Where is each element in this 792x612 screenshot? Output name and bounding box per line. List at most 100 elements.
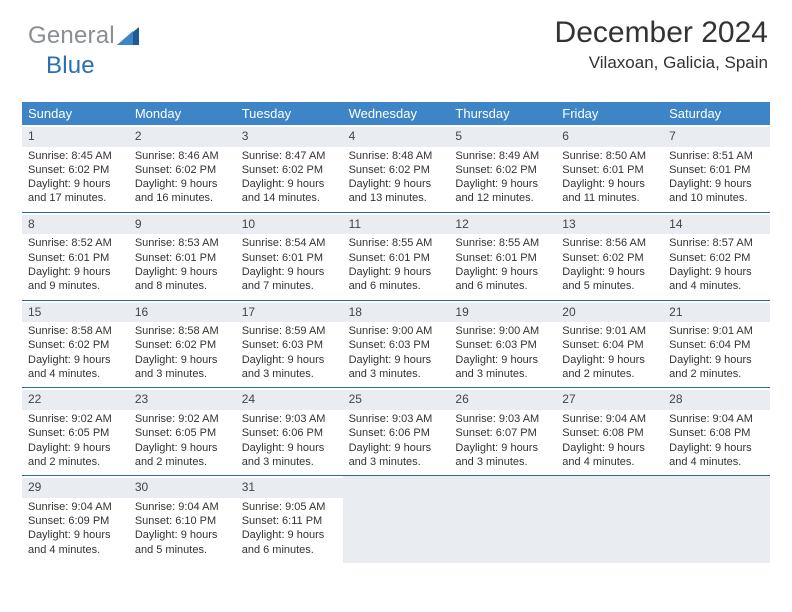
day-number: 26 [449, 390, 556, 410]
day-cell: 21Sunrise: 9:01 AMSunset: 6:04 PMDayligh… [663, 301, 770, 388]
logo-text: General Blue [28, 22, 139, 79]
day-number: 19 [449, 303, 556, 323]
weekday-label: Wednesday [343, 102, 450, 125]
day-sunset: Sunset: 6:09 PM [28, 514, 123, 528]
day-cell: 16Sunrise: 8:58 AMSunset: 6:02 PMDayligh… [129, 301, 236, 388]
day-number: 15 [22, 303, 129, 323]
day-cell: 17Sunrise: 8:59 AMSunset: 6:03 PMDayligh… [236, 301, 343, 388]
day-number: 14 [663, 215, 770, 235]
day-sunrise: Sunrise: 9:03 AM [242, 412, 337, 426]
day-cell: 15Sunrise: 8:58 AMSunset: 6:02 PMDayligh… [22, 301, 129, 388]
day-day2: and 13 minutes. [349, 191, 444, 205]
week-row: 22Sunrise: 9:02 AMSunset: 6:05 PMDayligh… [22, 388, 770, 476]
day-sunrise: Sunrise: 9:05 AM [242, 500, 337, 514]
day-sunrise: Sunrise: 9:00 AM [349, 324, 444, 338]
day-sunset: Sunset: 6:01 PM [28, 251, 123, 265]
day-cell: 3Sunrise: 8:47 AMSunset: 6:02 PMDaylight… [236, 125, 343, 212]
day-number: 25 [343, 390, 450, 410]
day-number: 23 [129, 390, 236, 410]
day-cell-empty [556, 476, 663, 563]
day-cell: 14Sunrise: 8:57 AMSunset: 6:02 PMDayligh… [663, 213, 770, 300]
day-day1: Daylight: 9 hours [349, 177, 444, 191]
day-day2: and 2 minutes. [562, 367, 657, 381]
day-cell: 31Sunrise: 9:05 AMSunset: 6:11 PMDayligh… [236, 476, 343, 563]
day-number: 8 [22, 215, 129, 235]
day-number: 27 [556, 390, 663, 410]
day-sunrise: Sunrise: 8:47 AM [242, 149, 337, 163]
weekday-label: Sunday [22, 102, 129, 125]
day-day2: and 3 minutes. [349, 367, 444, 381]
day-sunset: Sunset: 6:06 PM [349, 426, 444, 440]
day-sunrise: Sunrise: 8:54 AM [242, 236, 337, 250]
day-day2: and 5 minutes. [562, 279, 657, 293]
day-cell: 10Sunrise: 8:54 AMSunset: 6:01 PMDayligh… [236, 213, 343, 300]
day-sunset: Sunset: 6:03 PM [455, 338, 550, 352]
week-row: 29Sunrise: 9:04 AMSunset: 6:09 PMDayligh… [22, 476, 770, 563]
day-number: 6 [556, 127, 663, 147]
day-sunset: Sunset: 6:04 PM [669, 338, 764, 352]
day-sunset: Sunset: 6:03 PM [242, 338, 337, 352]
day-sunset: Sunset: 6:01 PM [242, 251, 337, 265]
day-day2: and 3 minutes. [455, 367, 550, 381]
day-day1: Daylight: 9 hours [349, 353, 444, 367]
day-sunset: Sunset: 6:02 PM [28, 338, 123, 352]
day-sunrise: Sunrise: 8:58 AM [28, 324, 123, 338]
day-sunset: Sunset: 6:02 PM [28, 163, 123, 177]
weeks-container: 1Sunrise: 8:45 AMSunset: 6:02 PMDaylight… [22, 125, 770, 563]
logo-triangle-icon [117, 24, 139, 52]
day-day1: Daylight: 9 hours [669, 353, 764, 367]
day-sunrise: Sunrise: 8:55 AM [455, 236, 550, 250]
day-day1: Daylight: 9 hours [669, 441, 764, 455]
day-sunrise: Sunrise: 8:46 AM [135, 149, 230, 163]
weekday-label: Friday [556, 102, 663, 125]
day-sunset: Sunset: 6:02 PM [669, 251, 764, 265]
day-day2: and 3 minutes. [455, 455, 550, 469]
day-number: 11 [343, 215, 450, 235]
day-day1: Daylight: 9 hours [135, 528, 230, 542]
day-day1: Daylight: 9 hours [28, 177, 123, 191]
day-day2: and 14 minutes. [242, 191, 337, 205]
day-sunrise: Sunrise: 9:04 AM [669, 412, 764, 426]
day-number: 20 [556, 303, 663, 323]
day-day2: and 2 minutes. [135, 455, 230, 469]
day-number: 1 [22, 127, 129, 147]
day-sunset: Sunset: 6:01 PM [562, 163, 657, 177]
day-sunrise: Sunrise: 9:04 AM [28, 500, 123, 514]
day-number: 30 [129, 478, 236, 498]
location: Vilaxoan, Galicia, Spain [555, 53, 768, 73]
day-cell-empty [663, 476, 770, 563]
day-day2: and 4 minutes. [28, 367, 123, 381]
week-row: 1Sunrise: 8:45 AMSunset: 6:02 PMDaylight… [22, 125, 770, 213]
day-cell: 4Sunrise: 8:48 AMSunset: 6:02 PMDaylight… [343, 125, 450, 212]
day-day1: Daylight: 9 hours [242, 528, 337, 542]
day-day2: and 6 minutes. [455, 279, 550, 293]
day-cell: 19Sunrise: 9:00 AMSunset: 6:03 PMDayligh… [449, 301, 556, 388]
day-sunset: Sunset: 6:04 PM [562, 338, 657, 352]
day-day1: Daylight: 9 hours [28, 528, 123, 542]
day-number: 18 [343, 303, 450, 323]
day-day1: Daylight: 9 hours [455, 441, 550, 455]
day-number: 17 [236, 303, 343, 323]
day-day1: Daylight: 9 hours [135, 265, 230, 279]
day-sunrise: Sunrise: 8:51 AM [669, 149, 764, 163]
day-number: 21 [663, 303, 770, 323]
day-cell-empty [343, 476, 450, 563]
day-number: 4 [343, 127, 450, 147]
day-cell-empty [449, 476, 556, 563]
day-sunrise: Sunrise: 8:48 AM [349, 149, 444, 163]
day-day1: Daylight: 9 hours [562, 353, 657, 367]
day-day2: and 6 minutes. [349, 279, 444, 293]
day-cell: 20Sunrise: 9:01 AMSunset: 6:04 PMDayligh… [556, 301, 663, 388]
day-number: 9 [129, 215, 236, 235]
day-sunset: Sunset: 6:01 PM [349, 251, 444, 265]
day-day2: and 5 minutes. [135, 543, 230, 557]
day-sunset: Sunset: 6:07 PM [455, 426, 550, 440]
day-cell: 27Sunrise: 9:04 AMSunset: 6:08 PMDayligh… [556, 388, 663, 475]
day-day2: and 4 minutes. [562, 455, 657, 469]
day-day2: and 8 minutes. [135, 279, 230, 293]
day-sunset: Sunset: 6:02 PM [135, 338, 230, 352]
day-sunrise: Sunrise: 9:04 AM [135, 500, 230, 514]
day-day2: and 17 minutes. [28, 191, 123, 205]
day-sunset: Sunset: 6:03 PM [349, 338, 444, 352]
day-day1: Daylight: 9 hours [455, 265, 550, 279]
